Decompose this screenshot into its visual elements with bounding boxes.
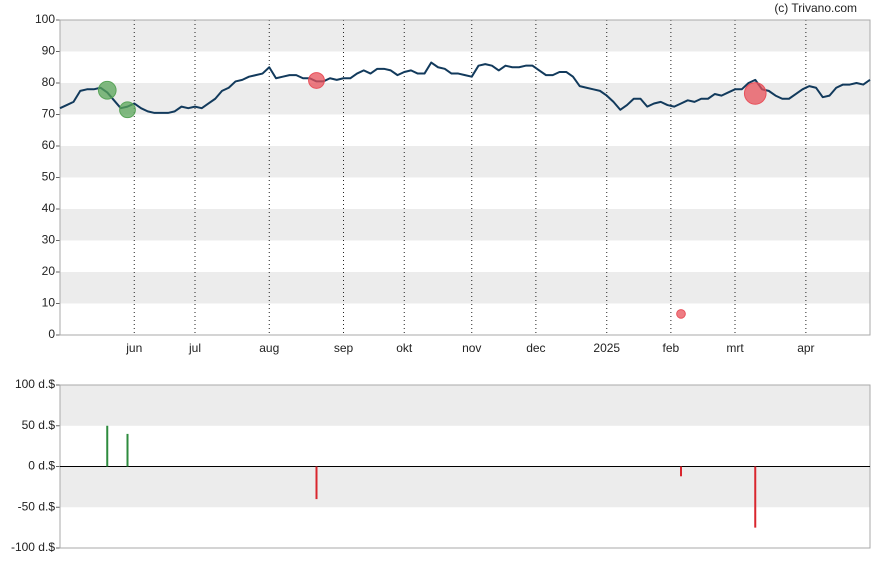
bar — [106, 425, 109, 467]
y-tick-label: 100 — [35, 12, 55, 26]
bar — [315, 466, 318, 500]
y-tick-label: 0 — [48, 327, 55, 341]
plot-frame — [59, 19, 871, 336]
y-tick-label: 30 — [42, 233, 56, 247]
trade-marker — [743, 82, 767, 105]
y-tick-label: 90 — [42, 44, 56, 58]
x-tick-label: apr — [797, 341, 814, 355]
trade-marker — [119, 101, 136, 119]
x-tick-label: jul — [188, 341, 201, 355]
credit: (c) Trivano.com — [774, 1, 857, 15]
x-tick-label: aug — [259, 341, 279, 355]
y-tick-label: -50 d.$ — [18, 499, 56, 513]
x-tick-label: mrt — [726, 341, 744, 355]
y-tick-label: 50 d.$ — [22, 418, 56, 432]
x-tick-label: jun — [125, 341, 142, 355]
y-tick-label: 60 — [42, 138, 56, 152]
y-tick-label: 50 — [42, 170, 56, 184]
bar — [126, 433, 129, 467]
x-tick-label: feb — [663, 341, 680, 355]
trade-marker — [676, 309, 686, 319]
y-tick-label: 40 — [42, 201, 56, 215]
grid-band — [60, 466, 870, 508]
bar — [680, 466, 682, 477]
x-tick-label: okt — [396, 341, 413, 355]
y-tick-label: 10 — [42, 296, 56, 310]
trade-marker — [308, 72, 325, 89]
grid-band — [60, 272, 870, 304]
y-tick-label: 0 d.$ — [28, 459, 55, 473]
grid-band — [60, 20, 870, 52]
price-line — [59, 61, 871, 114]
y-tick-label: 70 — [42, 107, 56, 121]
x-tick-label: dec — [526, 341, 545, 355]
grid-band — [60, 209, 870, 241]
grid-band — [60, 146, 870, 178]
x-tick-label: nov — [462, 341, 481, 355]
bar — [754, 466, 757, 528]
y-tick-label: -100 d.$ — [11, 540, 55, 554]
y-tick-label: 80 — [42, 75, 56, 89]
x-tick-label: 2025 — [593, 341, 620, 355]
x-tick-label: sep — [334, 341, 354, 355]
y-tick-label: 100 d.$ — [15, 377, 55, 391]
trade-marker — [97, 80, 117, 100]
grid-band — [60, 385, 870, 426]
y-tick-label: 20 — [42, 264, 56, 278]
